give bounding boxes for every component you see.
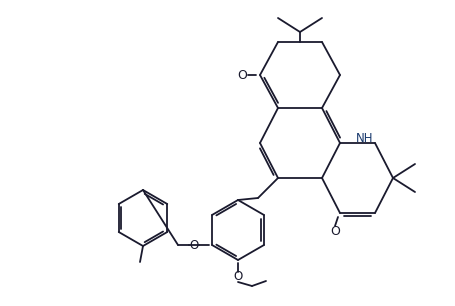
Text: NH: NH bbox=[356, 132, 374, 144]
Text: O: O bbox=[237, 69, 247, 81]
Text: O: O bbox=[330, 225, 340, 237]
Text: O: O bbox=[233, 271, 243, 283]
Text: O: O bbox=[189, 238, 199, 252]
